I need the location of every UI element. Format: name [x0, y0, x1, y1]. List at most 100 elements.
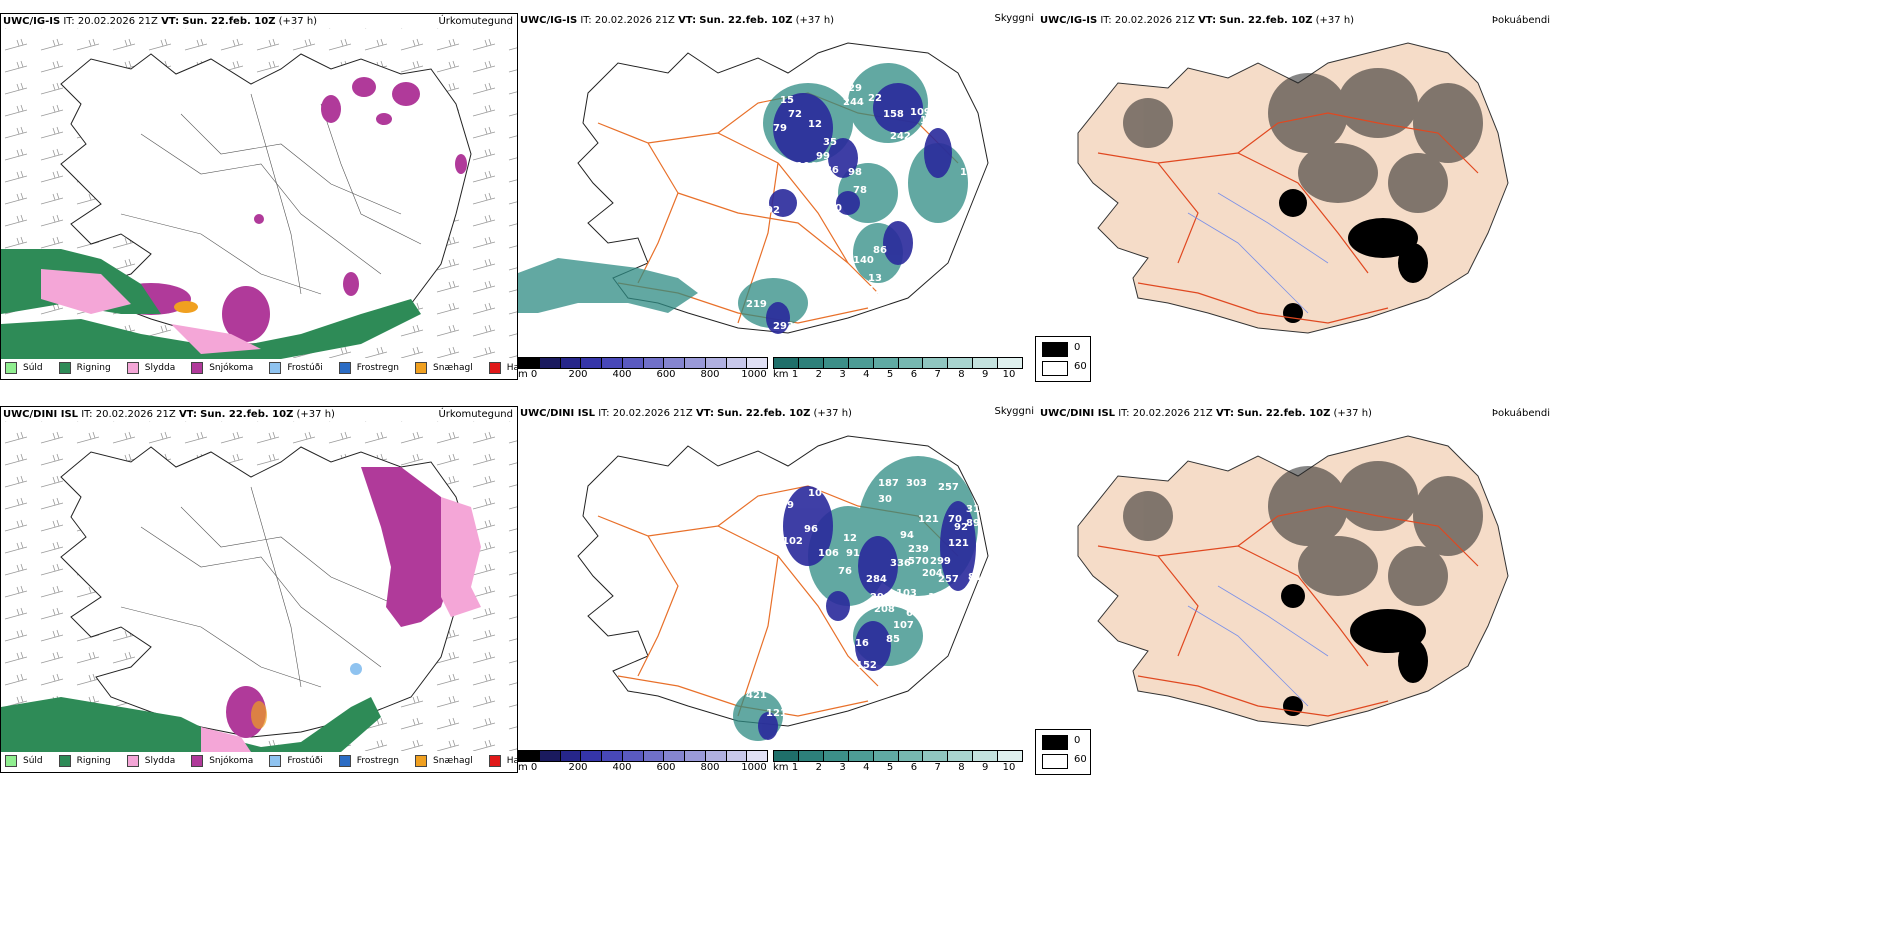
colorbar-swatch: [747, 751, 767, 761]
legend-item-sudl: Súld: [5, 362, 43, 374]
legend-item-frostregn: Frostregn: [338, 755, 399, 767]
visibility-value-label: 103: [896, 588, 917, 599]
colorbar-swatch: [705, 358, 727, 368]
fog-index-map: [1077, 42, 1509, 334]
visibility-panel-row2: UWC/DINI ISL IT: 20.02.2026 21Z VT: Sun.…: [518, 406, 1038, 771]
colorbar-swatch: [774, 358, 799, 368]
visibility-value-label: 128: [960, 167, 981, 178]
visibility-value-label: 158: [883, 109, 904, 120]
legend-item-haglel: Haglél: [488, 362, 517, 374]
panel-tag: Úrkomutegund: [438, 409, 513, 420]
panel-title: UWC/DINI ISL IT: 20.02.2026 21Z VT: Sun.…: [1040, 408, 1372, 419]
colorbar-tick-label: 600: [656, 762, 676, 771]
fog-index-map: [1077, 435, 1509, 727]
colorbar-swatch: [798, 751, 824, 761]
legend-item-slydda: Slydda: [126, 755, 175, 767]
visibility-value-label: 92: [766, 205, 780, 216]
colorbar-tick-label: 600: [656, 369, 676, 378]
colorbar-swatch: [923, 751, 949, 761]
colorbar-swatch: [560, 358, 582, 368]
colorbar-tick-label: 10: [1002, 762, 1016, 771]
colorbar-swatch: [519, 358, 540, 368]
visibility-value-label: 421: [746, 690, 767, 701]
legend-item-snaehagl: Snæhagl: [415, 362, 473, 374]
precip-type-map: [1, 421, 517, 752]
visibility-value-label: 22: [868, 93, 882, 104]
colorbar-tick-label: 6: [910, 369, 918, 378]
visibility-value-label: 120: [868, 285, 889, 296]
visibility-value-label: 570: [908, 556, 929, 567]
panel-title: UWC/IG-IS IT: 20.02.2026 21Z VT: Sun. 22…: [520, 15, 835, 26]
legend-item-frostudi: Frostúði: [269, 755, 323, 767]
colorbar-swatch: [898, 358, 924, 368]
visibility-value-label: 257: [938, 574, 959, 585]
legend-item-rigning: Rigning: [58, 755, 111, 767]
visibility-value-label: 102: [782, 536, 803, 547]
legend-item-frostudi: Frostúði: [269, 362, 323, 374]
colorbar-swatch: [602, 358, 623, 368]
visibility-value-label: 107: [893, 620, 914, 631]
visibility-value-label: 76: [838, 566, 852, 577]
legend-item-slydda: Slydda: [126, 362, 175, 374]
colorbar-tick-label: 0: [530, 369, 538, 378]
colorbar-swatch: [998, 358, 1023, 368]
visibility-value-label: 219: [746, 299, 767, 310]
colorbar-tick-label: 1000: [741, 762, 767, 771]
colorbar-swatch: [823, 751, 849, 761]
colorbar-swatch: [848, 751, 874, 761]
colorbar-tick-label: 400: [612, 369, 632, 378]
colorbar-tick-label: 8: [958, 369, 965, 378]
colorbar-swatch: [539, 751, 561, 761]
colorbar-swatch: [948, 751, 974, 761]
colorbar-swatch: [622, 751, 644, 761]
colorbar-swatch: [602, 751, 623, 761]
visibility-value-label: 142: [920, 115, 941, 126]
colorbar-tick-label: 4: [863, 369, 870, 378]
colorbar-swatch: [726, 751, 748, 761]
visibility-value-label: 86: [873, 245, 887, 256]
colorbar-swatch: [948, 358, 974, 368]
visibility-value-label: 174: [928, 592, 949, 603]
colorbar-tick-label: 2: [815, 762, 822, 771]
visibility-value-label: 81: [968, 572, 982, 583]
visibility-value-label: 242: [890, 131, 911, 142]
colorbar-swatch: [848, 358, 874, 368]
colorbar-swatch: [823, 358, 849, 368]
colorbar-tick-label: 4: [863, 762, 870, 771]
precip-type-panel-row1: UWC/IG-IS IT: 20.02.2026 21Z VT: Sun. 22…: [0, 13, 518, 380]
visibility-value-label: 90: [828, 203, 842, 214]
visibility-value-label: 64: [906, 608, 920, 619]
colorbar-swatch: [622, 358, 644, 368]
visibility-value-label: 290: [870, 592, 891, 603]
colorbar-tick-label: 8: [958, 762, 965, 771]
colorbar-tick-label: 200: [568, 369, 588, 378]
visibility-value-label: 293: [773, 321, 794, 332]
height-colorbar: m 0 200 400 600 800 1000: [518, 750, 770, 771]
colorbar-swatch: [705, 751, 727, 761]
visibility-value-label: 70: [948, 514, 962, 525]
colorbar-tick-label: 10: [1002, 369, 1016, 378]
colorbar-swatch: [774, 751, 799, 761]
colorbar-tick-label: 7: [934, 762, 941, 771]
fog-index-legend-row1: 0 60: [1035, 336, 1091, 382]
visibility-value-label: 98: [848, 167, 862, 178]
visibility-value-label: 204: [922, 568, 943, 579]
colorbar-tick-label: 9: [982, 762, 989, 771]
visibility-value-label: 89: [966, 518, 980, 529]
visibility-value-label: 15: [780, 95, 794, 106]
panel-tag: Skyggni: [994, 13, 1034, 24]
legend-item-haglel: Haglél: [488, 755, 517, 767]
visibility-value-label: 121: [948, 538, 969, 549]
colorbar-swatch: [581, 751, 602, 761]
colorbar-swatch: [873, 358, 899, 368]
colorbar-swatch: [973, 358, 999, 368]
colorbar-swatch: [643, 358, 665, 368]
precip-type-panel-row2: UWC/DINI ISL IT: 20.02.2026 21Z VT: Sun.…: [0, 406, 518, 773]
visibility-value-label: 106: [818, 548, 839, 559]
visibility-value-label: 187: [878, 478, 899, 489]
colorbar-swatch: [973, 751, 999, 761]
